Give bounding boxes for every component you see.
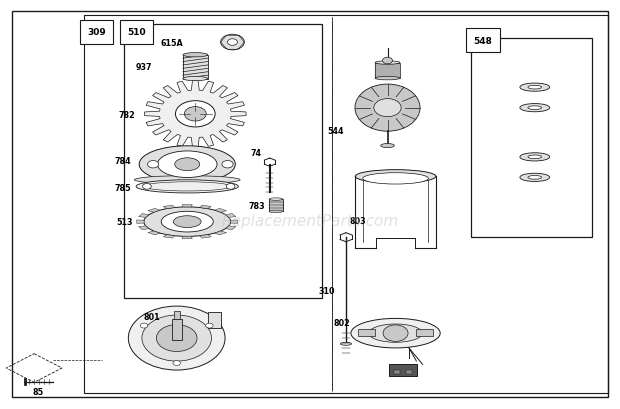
Polygon shape (200, 235, 211, 238)
Ellipse shape (161, 212, 213, 232)
Text: 74: 74 (250, 149, 262, 158)
Ellipse shape (183, 54, 208, 58)
Bar (394, 370, 400, 374)
Circle shape (156, 325, 197, 352)
Bar (183, 56, 208, 79)
Text: 782: 782 (118, 111, 135, 120)
Polygon shape (215, 231, 226, 235)
Ellipse shape (520, 104, 549, 112)
Bar (269, 200, 283, 212)
Polygon shape (226, 214, 236, 218)
Text: 784: 784 (115, 156, 131, 165)
Ellipse shape (136, 180, 238, 193)
Text: 803: 803 (349, 216, 366, 225)
Ellipse shape (520, 84, 549, 92)
Text: 548: 548 (474, 36, 492, 45)
Text: 802: 802 (334, 319, 350, 328)
Bar (172, 319, 182, 340)
Bar (471, 39, 592, 237)
Text: 783: 783 (248, 201, 265, 210)
Bar (389, 364, 417, 376)
Polygon shape (139, 214, 149, 218)
Polygon shape (226, 226, 236, 230)
Polygon shape (144, 81, 246, 148)
Circle shape (383, 58, 392, 65)
Circle shape (222, 161, 233, 169)
Text: 510: 510 (127, 28, 146, 37)
Circle shape (226, 184, 235, 190)
Polygon shape (148, 209, 160, 213)
Ellipse shape (528, 106, 542, 110)
Bar (174, 311, 180, 319)
Ellipse shape (381, 144, 394, 148)
Circle shape (128, 306, 225, 370)
Ellipse shape (528, 176, 542, 180)
Polygon shape (136, 220, 144, 224)
Polygon shape (182, 205, 192, 207)
Text: ReplacementParts.com: ReplacementParts.com (221, 213, 399, 228)
Circle shape (221, 35, 244, 51)
Ellipse shape (528, 86, 542, 90)
Ellipse shape (174, 216, 201, 228)
Circle shape (383, 325, 408, 342)
Bar (84, 16, 608, 393)
Ellipse shape (269, 198, 283, 201)
Text: 615A: 615A (160, 38, 183, 47)
Bar (332, 16, 608, 393)
Circle shape (142, 315, 211, 361)
Text: 801: 801 (144, 312, 161, 321)
Ellipse shape (520, 153, 549, 162)
Bar (406, 370, 412, 374)
Text: 937: 937 (135, 63, 152, 72)
Ellipse shape (157, 152, 217, 178)
Text: 544: 544 (327, 126, 344, 135)
Ellipse shape (135, 176, 240, 184)
Ellipse shape (340, 342, 352, 345)
Text: 785: 785 (115, 184, 131, 193)
Polygon shape (182, 237, 192, 239)
Polygon shape (163, 206, 175, 209)
Circle shape (228, 40, 237, 46)
Ellipse shape (375, 62, 400, 65)
Text: 310: 310 (318, 286, 335, 295)
Circle shape (206, 324, 213, 328)
Polygon shape (200, 206, 211, 209)
Polygon shape (163, 235, 175, 238)
Ellipse shape (183, 77, 208, 81)
Bar (416, 329, 433, 337)
Ellipse shape (520, 174, 549, 182)
Ellipse shape (369, 324, 422, 342)
Ellipse shape (355, 85, 420, 132)
Ellipse shape (139, 146, 235, 183)
Circle shape (173, 361, 180, 366)
Polygon shape (215, 209, 226, 213)
Ellipse shape (269, 211, 283, 213)
Text: 85: 85 (33, 387, 44, 396)
Ellipse shape (175, 158, 200, 171)
Circle shape (148, 161, 159, 169)
Bar (124, 25, 322, 299)
Bar (375, 63, 400, 79)
Circle shape (374, 99, 401, 117)
Ellipse shape (355, 170, 436, 184)
Circle shape (140, 324, 148, 328)
Text: 513: 513 (117, 218, 133, 227)
Bar (208, 312, 221, 329)
Circle shape (184, 107, 206, 122)
Ellipse shape (144, 207, 231, 237)
Ellipse shape (528, 156, 542, 160)
Polygon shape (139, 226, 149, 230)
Ellipse shape (375, 77, 400, 81)
Polygon shape (231, 220, 238, 224)
Text: 309: 309 (87, 28, 106, 37)
Ellipse shape (351, 319, 440, 348)
Ellipse shape (363, 173, 428, 184)
Bar (358, 329, 375, 337)
Circle shape (143, 184, 151, 190)
Polygon shape (148, 231, 160, 235)
Circle shape (175, 101, 215, 128)
